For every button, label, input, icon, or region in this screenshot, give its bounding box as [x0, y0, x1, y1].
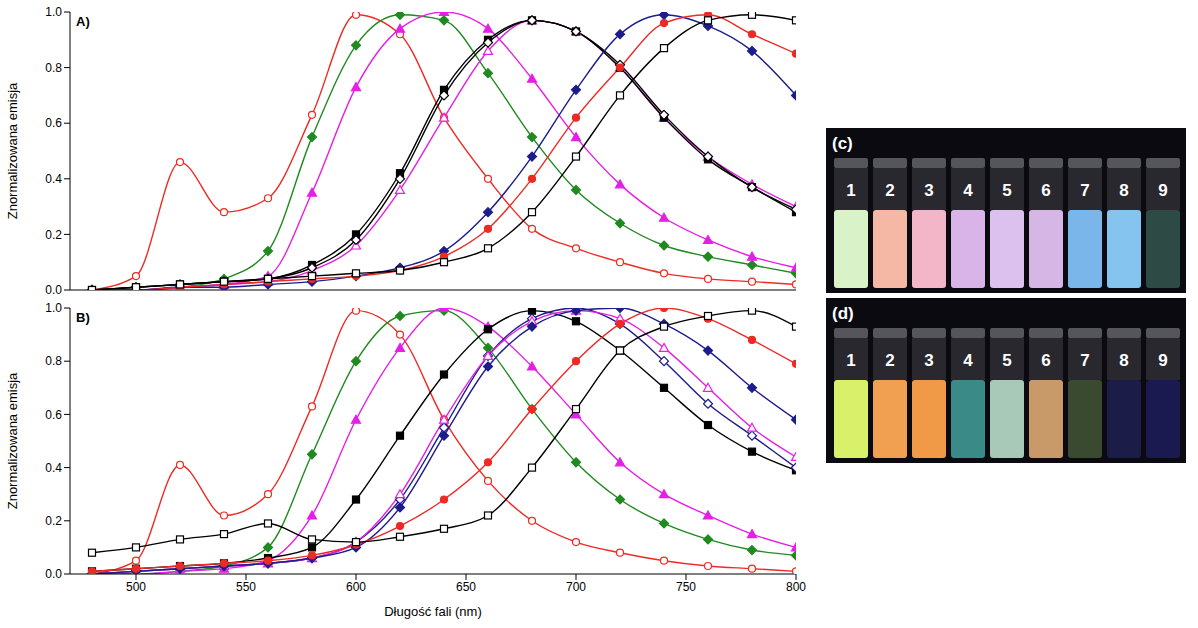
- svg-text:0.6: 0.6: [45, 408, 62, 422]
- svg-text:5: 5: [1002, 181, 1011, 200]
- html-text:B): B): [76, 310, 90, 325]
- svg-text:3: 3: [924, 351, 933, 370]
- svg-text:0.0: 0.0: [45, 283, 62, 297]
- svg-text:4: 4: [963, 351, 973, 370]
- svg-text:(d): (d): [832, 304, 854, 323]
- svg-text:1: 1: [846, 351, 855, 370]
- svg-text:0.4: 0.4: [45, 172, 62, 186]
- svg-text:Długość fali (nm): Długość fali (nm): [384, 604, 482, 619]
- svg-text:600: 600: [346, 580, 366, 594]
- svg-text:700: 700: [566, 580, 586, 594]
- svg-text:0.4: 0.4: [45, 461, 62, 475]
- svg-text:8: 8: [1119, 181, 1128, 200]
- svg-text:800: 800: [786, 580, 806, 594]
- svg-text:0.0: 0.0: [45, 567, 62, 581]
- svg-text:6: 6: [1041, 181, 1050, 200]
- svg-text:0.2: 0.2: [45, 228, 62, 242]
- svg-text:9: 9: [1158, 351, 1167, 370]
- svg-text:Znormalizowana emisja: Znormalizowana emisja: [5, 372, 20, 509]
- svg-text:Znormalizowana emisja: Znormalizowana emisja: [5, 82, 20, 219]
- svg-text:2: 2: [885, 181, 894, 200]
- svg-text:5: 5: [1002, 351, 1011, 370]
- svg-text:3: 3: [924, 181, 933, 200]
- svg-text:2: 2: [885, 351, 894, 370]
- svg-text:0.6: 0.6: [45, 116, 62, 130]
- svg-text:9: 9: [1158, 181, 1167, 200]
- html-text:A): A): [76, 14, 90, 29]
- svg-text:7: 7: [1080, 351, 1089, 370]
- svg-text:0.2: 0.2: [45, 514, 62, 528]
- svg-text:8: 8: [1119, 351, 1128, 370]
- svg-text:1.0: 1.0: [45, 301, 62, 315]
- svg-text:7: 7: [1080, 181, 1089, 200]
- svg-text:550: 550: [236, 580, 256, 594]
- svg-text:0.8: 0.8: [45, 354, 62, 368]
- svg-text:500: 500: [126, 580, 146, 594]
- svg-text:6: 6: [1041, 351, 1050, 370]
- svg-text:1: 1: [846, 181, 855, 200]
- svg-text:0.8: 0.8: [45, 61, 62, 75]
- svg-text:750: 750: [676, 580, 696, 594]
- svg-text:4: 4: [963, 181, 973, 200]
- svg-text:650: 650: [456, 580, 476, 594]
- svg-text:(c): (c): [832, 134, 853, 153]
- svg-text:1.0: 1.0: [45, 5, 62, 19]
